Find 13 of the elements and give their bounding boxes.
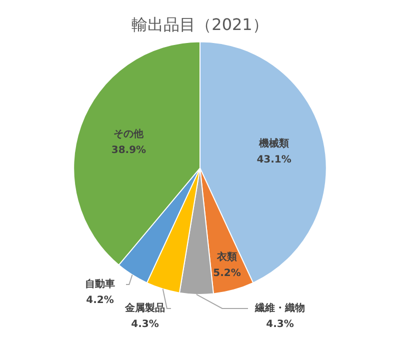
- data-label: 4.3%: [131, 319, 159, 330]
- slice-label: 衣類: [216, 251, 237, 264]
- slice-label: 金属製品: [124, 302, 165, 314]
- data-label: 4.3%: [266, 319, 294, 330]
- data-label: 38.9%: [111, 144, 146, 156]
- slice-label: 自動車: [85, 278, 115, 290]
- slice-label: 機械類: [258, 137, 290, 150]
- data-label: 4.2%: [86, 295, 114, 306]
- slice-label: その他: [114, 128, 145, 140]
- chart-title: 輸出品目（2021）: [132, 14, 268, 34]
- data-label: 5.2%: [213, 268, 241, 280]
- data-label: 43.1%: [256, 154, 292, 166]
- slice-label: 繊維・織物: [254, 302, 305, 314]
